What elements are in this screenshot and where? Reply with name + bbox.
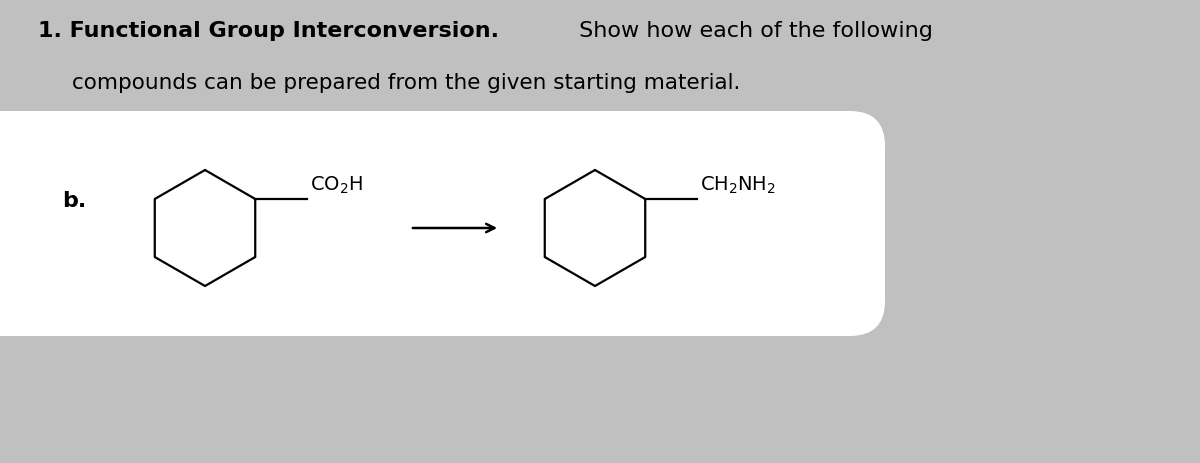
Text: CO$_2$H: CO$_2$H — [311, 175, 364, 196]
Text: b.: b. — [62, 191, 86, 211]
Text: CH$_2$NH$_2$: CH$_2$NH$_2$ — [701, 175, 776, 196]
Text: 1. Functional Group Interconversion.: 1. Functional Group Interconversion. — [38, 21, 499, 41]
Text: compounds can be prepared from the given starting material.: compounds can be prepared from the given… — [72, 73, 740, 93]
FancyBboxPatch shape — [0, 111, 886, 336]
Text: Show how each of the following: Show how each of the following — [572, 21, 932, 41]
